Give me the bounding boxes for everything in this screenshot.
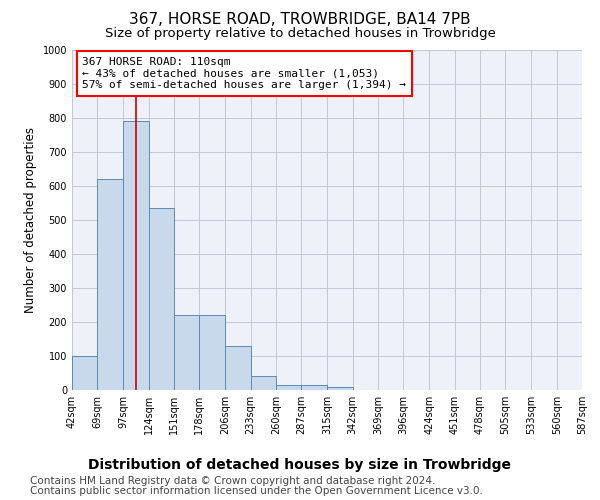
Text: 367, HORSE ROAD, TROWBRIDGE, BA14 7PB: 367, HORSE ROAD, TROWBRIDGE, BA14 7PB [129,12,471,28]
Bar [251,376,276,390]
Bar [226,346,251,390]
Text: Size of property relative to detached houses in Trowbridge: Size of property relative to detached ho… [104,28,496,40]
Text: 367 HORSE ROAD: 110sqm
← 43% of detached houses are smaller (1,053)
57% of semi-: 367 HORSE ROAD: 110sqm ← 43% of detached… [82,57,406,90]
Bar [199,315,226,390]
Bar [124,122,149,390]
Bar [328,386,353,390]
Text: Distribution of detached houses by size in Trowbridge: Distribution of detached houses by size … [89,458,511,471]
Bar [174,315,199,390]
Text: Contains public sector information licensed under the Open Government Licence v3: Contains public sector information licen… [30,486,483,496]
Bar [72,356,97,390]
Bar [97,179,124,390]
Text: Contains HM Land Registry data © Crown copyright and database right 2024.: Contains HM Land Registry data © Crown c… [30,476,436,486]
Bar [149,208,174,390]
Bar [301,385,328,390]
Bar [276,385,301,390]
Y-axis label: Number of detached properties: Number of detached properties [24,127,37,313]
